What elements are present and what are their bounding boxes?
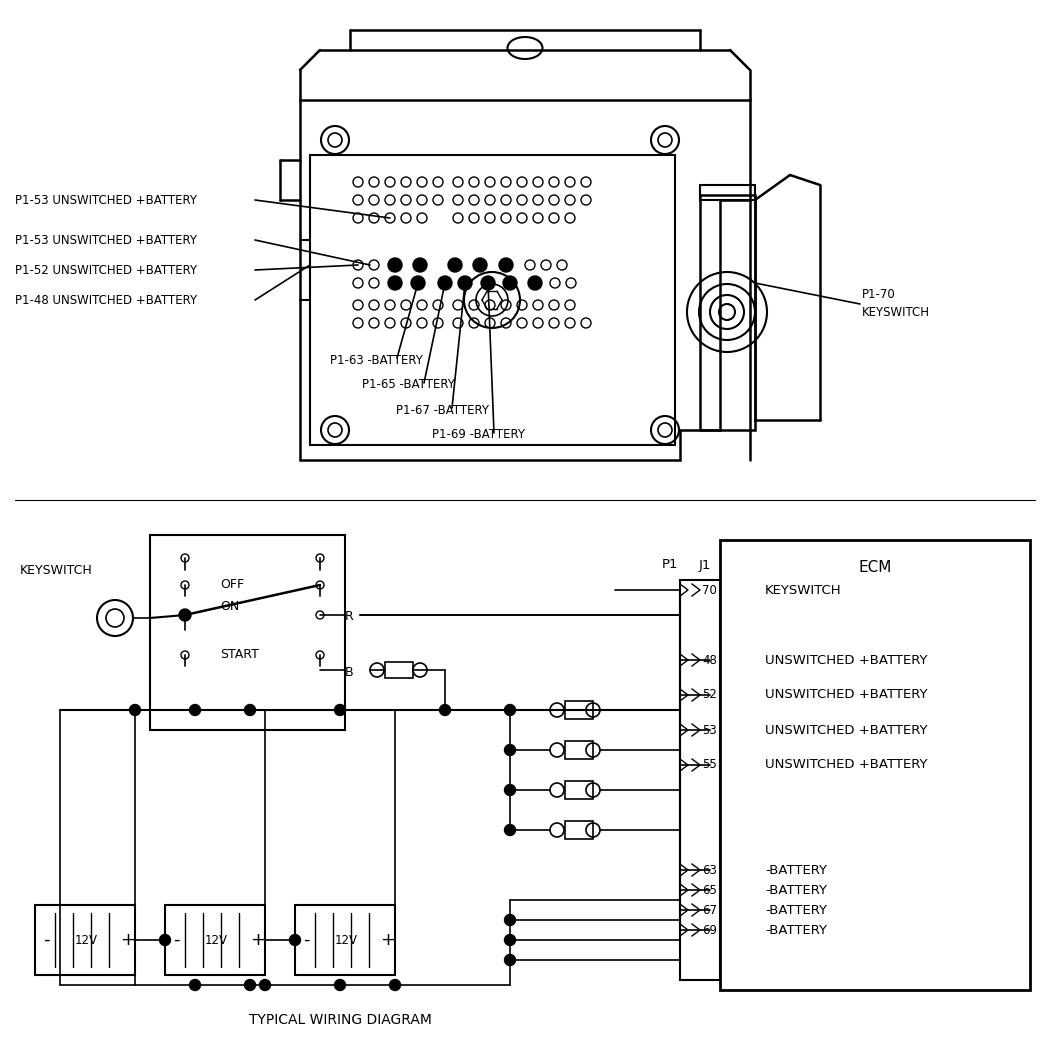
Circle shape	[245, 980, 255, 990]
Text: 12V: 12V	[75, 933, 98, 946]
Text: UNSWITCHED +BATTERY: UNSWITCHED +BATTERY	[765, 723, 927, 736]
Circle shape	[438, 276, 452, 290]
Circle shape	[504, 934, 516, 945]
Bar	[295, 905, 395, 975]
Circle shape	[160, 934, 170, 945]
Text: ECM: ECM	[858, 561, 891, 575]
Text: 65: 65	[702, 883, 717, 897]
Bar	[565, 821, 593, 839]
Circle shape	[481, 276, 495, 290]
Circle shape	[458, 276, 472, 290]
Circle shape	[504, 824, 516, 836]
Bar	[565, 781, 593, 799]
Circle shape	[472, 258, 487, 272]
Bar	[385, 662, 413, 678]
Text: 67: 67	[702, 903, 717, 917]
Text: B: B	[345, 667, 354, 679]
Circle shape	[448, 258, 462, 272]
Text: TYPICAL WIRING DIAGRAM: TYPICAL WIRING DIAGRAM	[249, 1013, 432, 1027]
Circle shape	[335, 705, 345, 715]
Bar	[720, 540, 1030, 990]
Text: P1: P1	[662, 559, 678, 571]
Bar	[700, 195, 755, 430]
Text: 53: 53	[702, 723, 717, 736]
Circle shape	[504, 915, 516, 925]
Bar	[35, 905, 135, 975]
Text: OFF: OFF	[220, 578, 244, 590]
Bar	[700, 185, 755, 200]
Text: P1-52 UNSWITCHED +BATTERY: P1-52 UNSWITCHED +BATTERY	[15, 264, 197, 276]
Bar	[165, 905, 265, 975]
Text: J1: J1	[699, 559, 711, 571]
Circle shape	[440, 705, 450, 715]
Text: +: +	[380, 931, 395, 949]
Text: KEYSWITCH: KEYSWITCH	[862, 307, 930, 319]
Circle shape	[178, 609, 191, 621]
Bar	[310, 155, 675, 445]
Text: P1-53 UNSWITCHED +BATTERY: P1-53 UNSWITCHED +BATTERY	[15, 233, 197, 247]
Text: KEYSWITCH: KEYSWITCH	[765, 584, 842, 596]
Circle shape	[413, 258, 427, 272]
Circle shape	[290, 934, 300, 945]
Text: -BATTERY: -BATTERY	[765, 903, 827, 917]
Text: P1-67 -BATTERY: P1-67 -BATTERY	[396, 403, 489, 417]
Circle shape	[245, 705, 255, 715]
Text: P1-48 UNSWITCHED +BATTERY: P1-48 UNSWITCHED +BATTERY	[15, 294, 197, 307]
Text: 48: 48	[702, 653, 717, 667]
Text: 63: 63	[702, 863, 717, 877]
Circle shape	[189, 980, 201, 990]
Text: -: -	[43, 931, 49, 949]
Text: +: +	[250, 931, 265, 949]
Text: KEYSWITCH: KEYSWITCH	[20, 564, 92, 576]
Circle shape	[388, 276, 402, 290]
Circle shape	[129, 705, 141, 715]
Bar	[565, 701, 593, 719]
Circle shape	[499, 258, 513, 272]
Circle shape	[411, 276, 425, 290]
Circle shape	[388, 258, 402, 272]
Text: P1-70: P1-70	[862, 289, 896, 301]
Text: -BATTERY: -BATTERY	[765, 863, 827, 877]
Text: 70: 70	[702, 584, 717, 596]
Circle shape	[528, 276, 542, 290]
Circle shape	[259, 980, 271, 990]
Text: UNSWITCHED +BATTERY: UNSWITCHED +BATTERY	[765, 758, 927, 772]
Circle shape	[503, 276, 517, 290]
Circle shape	[335, 980, 345, 990]
Text: 12V: 12V	[335, 933, 358, 946]
Text: UNSWITCHED +BATTERY: UNSWITCHED +BATTERY	[765, 689, 927, 701]
Text: -BATTERY: -BATTERY	[765, 924, 827, 937]
Bar	[150, 536, 345, 730]
Text: 52: 52	[702, 689, 717, 701]
Text: P1-65 -BATTERY: P1-65 -BATTERY	[362, 378, 455, 392]
Circle shape	[504, 784, 516, 796]
Text: -BATTERY: -BATTERY	[765, 883, 827, 897]
Text: P1-53 UNSWITCHED +BATTERY: P1-53 UNSWITCHED +BATTERY	[15, 193, 197, 207]
Circle shape	[504, 705, 516, 715]
Text: 12V: 12V	[205, 933, 228, 946]
Text: -: -	[303, 931, 310, 949]
Text: ON: ON	[220, 601, 239, 613]
Text: P1-69 -BATTERY: P1-69 -BATTERY	[432, 428, 525, 441]
Text: +: +	[120, 931, 135, 949]
Circle shape	[189, 705, 201, 715]
Text: 55: 55	[702, 758, 717, 772]
Circle shape	[504, 954, 516, 966]
Text: 69: 69	[702, 924, 717, 937]
Circle shape	[390, 980, 400, 990]
Text: P1-63 -BATTERY: P1-63 -BATTERY	[330, 354, 423, 366]
Text: UNSWITCHED +BATTERY: UNSWITCHED +BATTERY	[765, 653, 927, 667]
Bar	[680, 580, 720, 980]
Bar	[565, 741, 593, 759]
Circle shape	[504, 744, 516, 756]
Text: R: R	[345, 609, 354, 623]
Text: -: -	[173, 931, 180, 949]
Text: START: START	[220, 649, 259, 662]
